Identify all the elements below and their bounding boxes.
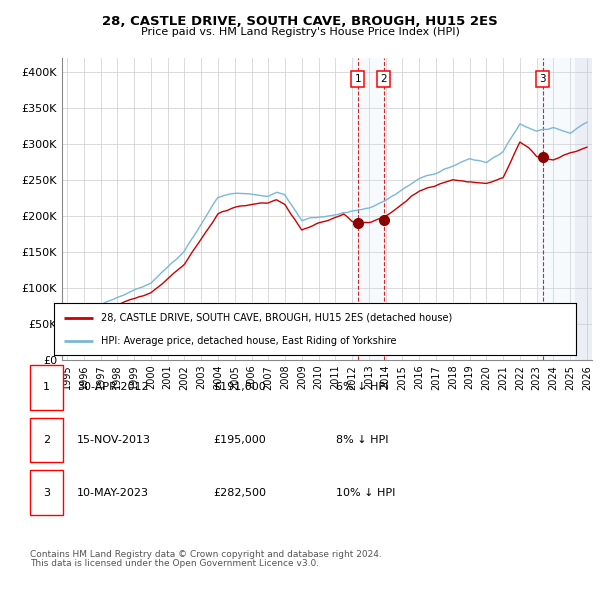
Text: 28, CASTLE DRIVE, SOUTH CAVE, BROUGH, HU15 2ES (detached house): 28, CASTLE DRIVE, SOUTH CAVE, BROUGH, HU… bbox=[101, 313, 452, 323]
FancyBboxPatch shape bbox=[29, 365, 63, 409]
Bar bbox=[575, 58, 592, 360]
Text: £191,000: £191,000 bbox=[214, 382, 266, 392]
Text: HPI: Average price, detached house, East Riding of Yorkshire: HPI: Average price, detached house, East… bbox=[101, 336, 397, 346]
FancyBboxPatch shape bbox=[29, 418, 63, 463]
Text: 10% ↓ HPI: 10% ↓ HPI bbox=[337, 488, 396, 498]
Text: This data is licensed under the Open Government Licence v3.0.: This data is licensed under the Open Gov… bbox=[30, 559, 319, 568]
Text: 28, CASTLE DRIVE, SOUTH CAVE, BROUGH, HU15 2ES: 28, CASTLE DRIVE, SOUTH CAVE, BROUGH, HU… bbox=[102, 15, 498, 28]
Text: 3: 3 bbox=[43, 488, 50, 498]
Text: 2: 2 bbox=[43, 435, 50, 445]
Bar bbox=[575, 58, 592, 360]
Text: 1: 1 bbox=[43, 382, 50, 392]
FancyBboxPatch shape bbox=[29, 470, 63, 515]
Bar bbox=[352, 58, 389, 360]
Text: 3: 3 bbox=[539, 74, 546, 84]
Text: £195,000: £195,000 bbox=[214, 435, 266, 445]
Text: £282,500: £282,500 bbox=[214, 488, 267, 498]
Text: 1: 1 bbox=[355, 74, 361, 84]
Text: 10-MAY-2023: 10-MAY-2023 bbox=[77, 488, 149, 498]
Bar bbox=[536, 58, 592, 360]
Text: 8% ↓ HPI: 8% ↓ HPI bbox=[337, 435, 389, 445]
Text: Contains HM Land Registry data © Crown copyright and database right 2024.: Contains HM Land Registry data © Crown c… bbox=[30, 550, 382, 559]
Text: Price paid vs. HM Land Registry's House Price Index (HPI): Price paid vs. HM Land Registry's House … bbox=[140, 27, 460, 37]
Text: 15-NOV-2013: 15-NOV-2013 bbox=[77, 435, 151, 445]
Text: 30-APR-2012: 30-APR-2012 bbox=[77, 382, 149, 392]
Text: 2: 2 bbox=[380, 74, 387, 84]
Text: 6% ↓ HPI: 6% ↓ HPI bbox=[337, 382, 389, 392]
